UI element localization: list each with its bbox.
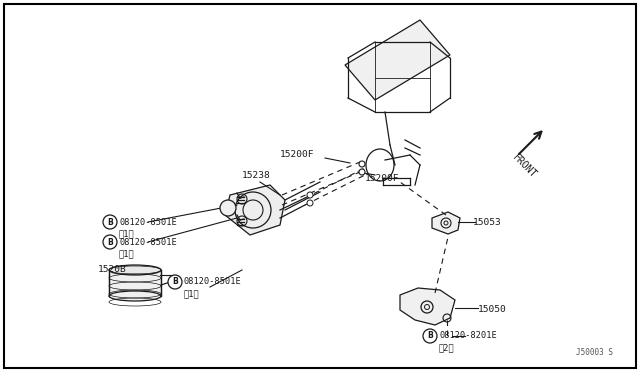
Text: J50003 S: J50003 S: [576, 348, 613, 357]
Text: FRONT: FRONT: [510, 152, 538, 180]
Text: 15200F: 15200F: [365, 173, 399, 183]
Polygon shape: [400, 288, 455, 325]
Text: 15050: 15050: [478, 305, 507, 314]
Text: 08120-8501E: 08120-8501E: [119, 237, 177, 247]
Text: 08120-8501E: 08120-8501E: [184, 278, 242, 286]
Text: （2）: （2）: [439, 343, 455, 353]
Text: 08120-8201E: 08120-8201E: [439, 331, 497, 340]
Text: 1520B: 1520B: [98, 266, 127, 275]
Circle shape: [220, 200, 236, 216]
Circle shape: [307, 192, 313, 198]
Circle shape: [359, 161, 365, 167]
Text: B: B: [107, 237, 113, 247]
Text: B: B: [107, 218, 113, 227]
Circle shape: [307, 200, 313, 206]
Text: （1）: （1）: [184, 289, 200, 298]
Polygon shape: [432, 212, 460, 234]
Text: （1）: （1）: [119, 250, 135, 259]
Polygon shape: [345, 20, 450, 100]
Circle shape: [423, 329, 437, 343]
Polygon shape: [225, 185, 285, 235]
Text: 15200F: 15200F: [280, 150, 314, 158]
Text: 08120-8501E: 08120-8501E: [119, 218, 177, 227]
Text: （1）: （1）: [119, 230, 135, 238]
Circle shape: [103, 235, 117, 249]
Circle shape: [168, 275, 182, 289]
Ellipse shape: [109, 291, 161, 301]
Ellipse shape: [109, 265, 161, 275]
Text: B: B: [427, 331, 433, 340]
Circle shape: [103, 215, 117, 229]
Text: 15053: 15053: [473, 218, 502, 227]
Text: B: B: [172, 278, 178, 286]
Circle shape: [359, 169, 365, 175]
Polygon shape: [109, 270, 161, 296]
Text: 15238: 15238: [242, 170, 271, 180]
